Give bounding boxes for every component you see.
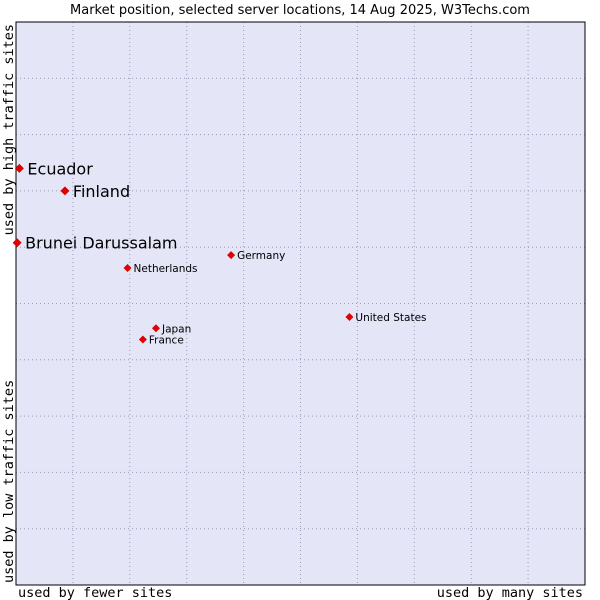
y-axis-label-top: used by high traffic sites <box>1 24 17 235</box>
point-finland: Finland <box>60 182 130 201</box>
label-finland: Finland <box>73 182 130 201</box>
marker-ecuador <box>14 163 24 173</box>
point-ecuador: Ecuador <box>14 159 93 178</box>
marker-japan <box>151 324 160 333</box>
label-united-states: United States <box>355 312 426 324</box>
label-germany: Germany <box>237 250 285 262</box>
point-united-states: United States <box>345 312 427 324</box>
grid-lines <box>16 22 585 585</box>
label-ecuador: Ecuador <box>27 159 93 178</box>
point-brunei-darussalam: Brunei Darussalam <box>12 234 178 253</box>
data-points: Ecuador Finland Brunei Darussalam Germany Ne… <box>12 159 427 347</box>
label-japan: Japan <box>161 323 191 335</box>
chart-title: Market position, selected server locatio… <box>70 3 530 18</box>
marker-united-states <box>345 313 354 322</box>
point-netherlands: Netherlands <box>123 263 198 275</box>
marker-germany <box>227 251 236 260</box>
label-brunei-darussalam: Brunei Darussalam <box>25 234 177 253</box>
point-japan: Japan <box>151 323 191 335</box>
label-france: France <box>149 335 184 347</box>
label-netherlands: Netherlands <box>134 263 198 275</box>
y-axis-label-bottom: used by low traffic sites <box>1 380 17 583</box>
point-germany: Germany <box>227 250 285 262</box>
x-axis-label-right: used by many sites <box>437 585 583 600</box>
marker-france <box>138 335 147 344</box>
x-axis-label-left: used by fewer sites <box>18 585 172 600</box>
point-france: France <box>138 335 184 347</box>
marker-netherlands <box>123 264 132 273</box>
plot-border <box>15 21 586 586</box>
marker-brunei-darussalam <box>12 238 22 248</box>
marker-finland <box>60 186 70 196</box>
